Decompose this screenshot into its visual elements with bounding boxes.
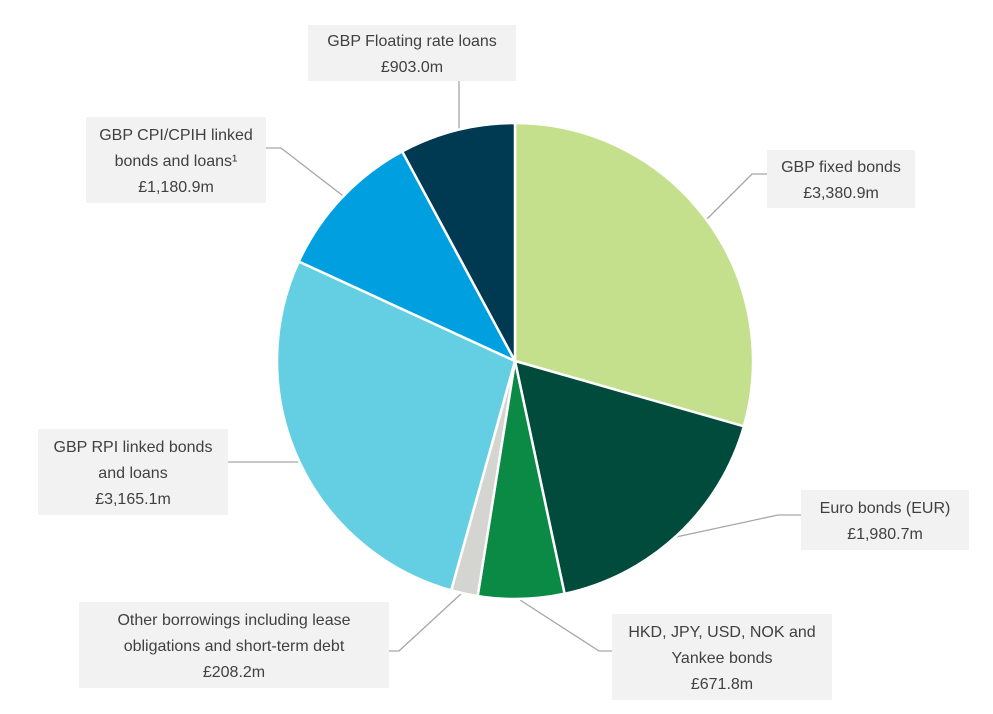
slice-label-5: GBP RPI linked bonds and loans £3,165.1m xyxy=(38,429,228,515)
slice-name-label: Other borrowings including lease xyxy=(117,612,350,629)
slice-name-label: GBP CPI/CPIH linked xyxy=(99,127,253,144)
label-background xyxy=(801,490,969,550)
slice-name-label: HKD, JPY, USD, NOK and xyxy=(628,624,815,641)
label-background xyxy=(86,117,266,203)
slice-label-1: GBP fixed bonds £3,380.9m xyxy=(767,150,915,208)
pie-slices xyxy=(275,121,755,601)
label-background xyxy=(79,602,389,688)
slice-value-label: £1,180.9m xyxy=(138,179,214,196)
label-background xyxy=(767,150,915,208)
slice-name-label: bonds and loans¹ xyxy=(115,153,238,170)
leader-line-2 xyxy=(675,514,801,538)
slice-name-label: GBP Floating rate loans xyxy=(327,33,497,50)
leader-lines xyxy=(228,81,801,652)
slice-name-label: Yankee bonds xyxy=(671,650,772,667)
slice-value-label: £1,980.7m xyxy=(847,526,923,543)
slice-value-label: £208.2m xyxy=(203,664,265,681)
slice-name-label: GBP fixed bonds xyxy=(781,159,901,176)
slice-value-label: £671.8m xyxy=(691,676,753,693)
label-background xyxy=(612,614,832,700)
slice-name-label: obligations and short-term debt xyxy=(124,638,345,655)
slice-label-6: GBP CPI/CPIH linked bonds and loans¹ £1,18… xyxy=(86,117,266,203)
slice-name-label: Euro bonds (EUR) xyxy=(820,500,951,517)
pie-slice-7 xyxy=(400,121,517,363)
slice-value-label: £3,380.9m xyxy=(803,185,879,202)
slice-value-label: £3,165.1m xyxy=(95,491,171,508)
pie-slice-5 xyxy=(275,260,517,592)
slice-label-2: Euro bonds (EUR) £1,980.7m xyxy=(801,490,969,550)
leader-line-6 xyxy=(266,147,352,203)
slice-labels: GBP fixed bonds £3,380.9m Euro bonds (EUR)… xyxy=(38,25,969,700)
pie-slice-2 xyxy=(513,359,746,596)
pie-slice-6 xyxy=(297,150,517,363)
slice-name-label: and loans xyxy=(98,465,167,482)
pie-slice-1 xyxy=(513,121,755,428)
leader-line-4 xyxy=(389,591,464,652)
leader-line-3 xyxy=(519,599,612,652)
label-background xyxy=(38,429,228,515)
slice-label-4: Other borrowings including lease obligati… xyxy=(79,602,389,688)
slice-name-label: GBP RPI linked bonds xyxy=(54,439,213,456)
slice-label-7: GBP Floating rate loans £903.0m xyxy=(308,25,516,81)
slice-value-label: £903.0m xyxy=(381,59,443,76)
leader-line-1 xyxy=(705,173,767,221)
label-background xyxy=(308,25,516,81)
slice-label-3: HKD, JPY, USD, NOK and Yankee bonds £671.8… xyxy=(612,614,832,700)
